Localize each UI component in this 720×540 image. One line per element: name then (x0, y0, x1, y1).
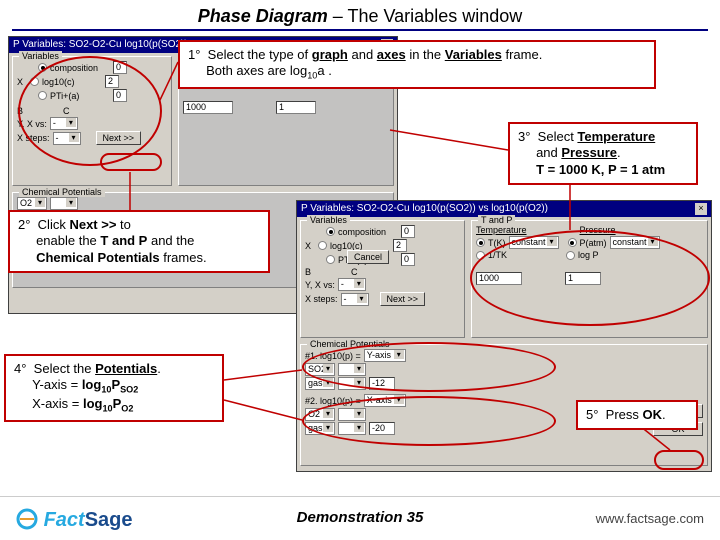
circle-pot2 (302, 396, 556, 446)
callout-5: 5° Press OK. (576, 400, 698, 430)
callout-4: 4° Select the Potentials. Y-axis = log10… (4, 354, 224, 422)
circle-tp (470, 230, 710, 326)
circle-ok (654, 450, 704, 470)
circle-variables (18, 56, 162, 166)
callout-3: 3° Select Temperature and Pressure. T = … (508, 122, 698, 185)
circle-next (100, 153, 162, 171)
callout-1: 1° Select the type of graph and axes in … (178, 40, 656, 89)
circle-pot1 (302, 342, 556, 392)
callout-2: 2° Click Next >> to enable the T and P a… (8, 210, 270, 273)
